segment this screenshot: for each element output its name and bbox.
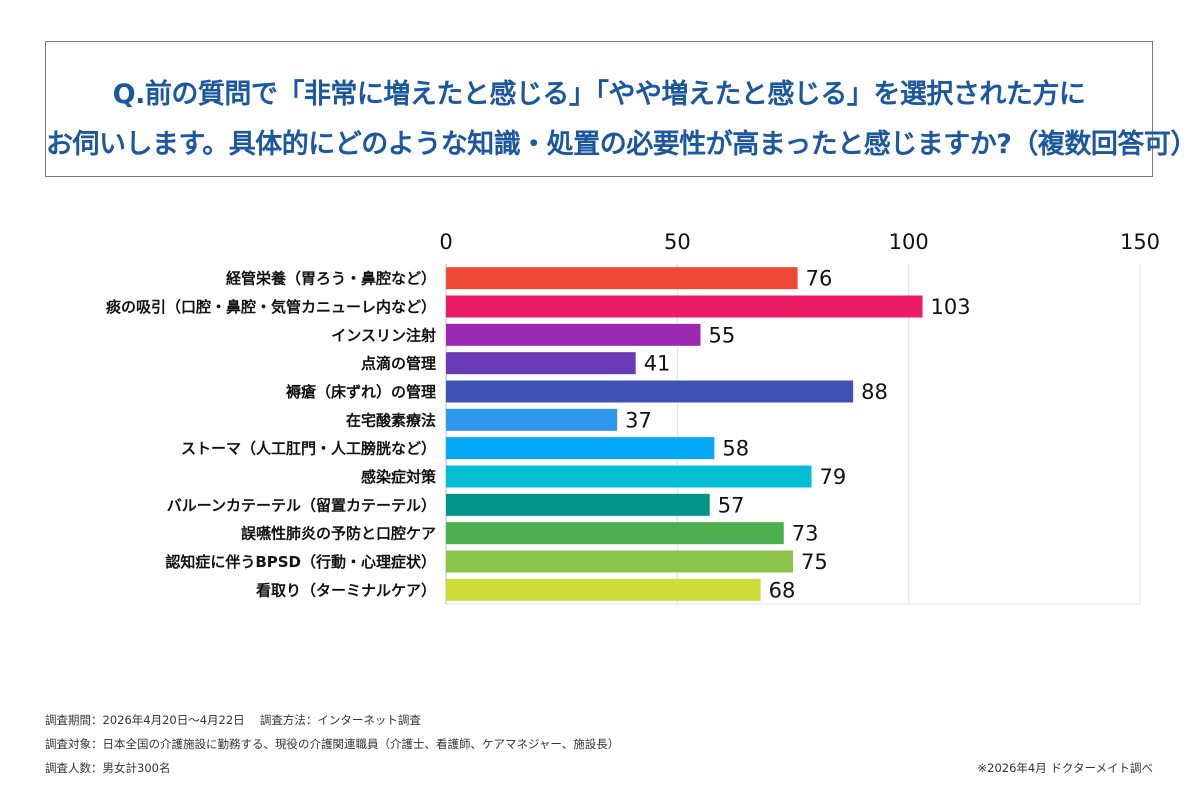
bar-7 xyxy=(446,437,715,460)
category-label-5: 褥瘡（床ずれ）の管理 xyxy=(285,383,436,401)
bar-4 xyxy=(446,352,636,375)
category-label-9: バルーンカテーテル（留置カテーテル） xyxy=(167,496,436,514)
value-label-10: 73 xyxy=(792,522,819,546)
bar-8 xyxy=(446,465,812,488)
x-tick-label-100: 100 xyxy=(889,230,929,254)
x-tick-label-0: 0 xyxy=(439,230,452,254)
question-line-2: お伺いします。具体的にどのような知識・処置の必要性が高まったと感じますか?（複数… xyxy=(46,129,1197,160)
value-label-2: 103 xyxy=(931,295,971,319)
category-label-4: 点滴の管理 xyxy=(361,355,436,373)
question-line-1: Q.前の質問で「非常に増えたと感じる」「やや増えたと感じる」を選択された方に xyxy=(112,79,1086,110)
survey-target-note: 調査対象：日本全国の介護施設に勤務する、現役の介護関連職員（介護士、看護師、ケア… xyxy=(45,737,620,751)
category-label-6: 在宅酸素療法 xyxy=(346,411,436,429)
bar-9 xyxy=(446,493,710,516)
bar-11 xyxy=(446,550,793,573)
value-label-7: 58 xyxy=(722,437,749,461)
bar-10 xyxy=(446,522,784,545)
bar-2 xyxy=(446,295,923,318)
value-label-8: 79 xyxy=(820,465,847,489)
x-tick-label-150: 150 xyxy=(1120,230,1160,254)
question-box: Q.前の質問で「非常に増えたと感じる」「やや増えたと感じる」を選択された方に お… xyxy=(45,41,1197,177)
value-label-4: 41 xyxy=(644,352,671,376)
survey-count-note: 調査人数：男女計300名 xyxy=(45,761,171,775)
category-label-11: 認知症に伴うBPSD（行動・心理症状） xyxy=(165,553,436,571)
value-label-3: 55 xyxy=(708,323,735,347)
category-label-7: ストーマ（人工肛門・人工膀胱など） xyxy=(181,440,436,458)
bar-5 xyxy=(446,380,854,403)
value-label-5: 88 xyxy=(861,380,888,404)
category-label-3: インスリン注射 xyxy=(331,326,436,344)
value-label-1: 76 xyxy=(806,267,833,291)
value-label-12: 68 xyxy=(769,578,796,602)
category-label-2: 痰の吸引（口腔・鼻腔・気管カニューレ内など） xyxy=(106,298,436,316)
value-label-11: 75 xyxy=(801,550,828,574)
survey-period-note: 調査期間：2026年4月20日～4月22日 調査方法：インターネット調査 xyxy=(45,713,421,727)
category-label-10: 誤嚥性肺炎の予防と口腔ケア xyxy=(241,525,436,543)
bar-3 xyxy=(446,323,701,346)
source-note: ※2026年4月 ドクターメイト調べ xyxy=(977,761,1153,775)
value-label-9: 57 xyxy=(718,493,745,517)
bar-6 xyxy=(446,408,618,431)
bar-1 xyxy=(446,267,798,290)
bar-12 xyxy=(446,578,761,601)
category-label-1: 経管栄養（胃ろう・鼻腔など） xyxy=(226,270,436,288)
category-label-8: 感染症対策 xyxy=(361,468,437,486)
x-tick-label-50: 50 xyxy=(664,230,691,254)
value-label-6: 37 xyxy=(625,408,652,432)
category-label-12: 看取り（ターミナルケア） xyxy=(256,581,436,599)
